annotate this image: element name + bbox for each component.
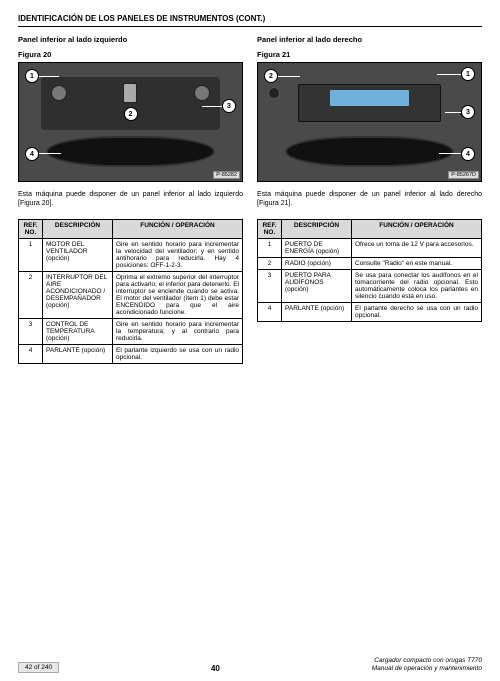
left-panel-title: Panel inferior al lado izquierdo [18, 35, 243, 44]
cell-description: PUERTO PARA AUDÍFONOS (opción) [282, 269, 352, 302]
table-row: 3CONTROL DE TEMPERATURA (opción)Gire en … [19, 318, 243, 344]
callout-1: 1 [25, 69, 39, 83]
figure-21-image: 1 2 3 4 P-85267D [257, 62, 482, 182]
table-header-row: REF. NO. DESCRIPCIÓN FUNCIÓN / OPERACIÓN [19, 219, 243, 238]
cell-ref-no: 3 [19, 318, 43, 344]
leader-line [39, 76, 59, 77]
temp-knob-icon [194, 85, 210, 101]
cell-ref-no: 1 [19, 238, 43, 271]
figure-20-caption: Esta máquina puede disponer de un panel … [18, 190, 243, 209]
footer-doc-line1: Cargador compacto con orugas T770 [372, 657, 482, 665]
right-panel-title: Panel inferior al lado derecho [257, 35, 482, 44]
cell-ref-no: 4 [258, 302, 282, 321]
figure-21-caption: Esta máquina puede disponer de un panel … [257, 190, 482, 209]
cell-function: Gire en sentido horario para incrementar… [113, 318, 243, 344]
cell-ref-no: 2 [19, 271, 43, 318]
ac-switch-icon [123, 83, 137, 103]
speaker-icon [285, 136, 455, 167]
leader-line [202, 106, 222, 107]
leader-line [445, 112, 461, 113]
table-row: 1MOTOR DEL VENTILADOR (opción)Gire en se… [19, 238, 243, 271]
th-description: DESCRIPCIÓN [43, 219, 113, 238]
right-column: Panel inferior al lado derecho Figura 21… [257, 35, 482, 364]
table-row: 2RADIO (opción)Consulte "Radio" en este … [258, 257, 482, 269]
table-row: 2INTERRUPTOR DEL AIRE ACONDICIONADO / DE… [19, 271, 243, 318]
cell-function: Se usa para conectar los audífonos en el… [352, 269, 482, 302]
cell-description: INTERRUPTOR DEL AIRE ACONDICIONADO / DES… [43, 271, 113, 318]
speaker-icon [46, 136, 216, 167]
th-ref-no: REF. NO. [19, 219, 43, 238]
callout-4: 4 [461, 147, 475, 161]
cell-description: PARLANTE (opción) [282, 302, 352, 321]
cell-function: El parlante izquierdo se usa con un radi… [113, 344, 243, 363]
cell-function: El parlante derecho se usa con un radio … [352, 302, 482, 321]
table-row: 3PUERTO PARA AUDÍFONOS (opción)Se usa pa… [258, 269, 482, 302]
th-function: FUNCIÓN / OPERACIÓN [113, 219, 243, 238]
right-table-body: 1PUERTO DE ENERGÍA (opción)Ofrece un tom… [258, 238, 482, 321]
callout-2: 2 [124, 107, 138, 121]
callout-2: 2 [264, 69, 278, 83]
table-row: 4PARLANTE (opción)El parlante derecho se… [258, 302, 482, 321]
content-columns: Panel inferior al lado izquierdo Figura … [18, 35, 482, 364]
footer-page-of: 42 of 240 [18, 662, 59, 673]
left-reference-table: REF. NO. DESCRIPCIÓN FUNCIÓN / OPERACIÓN… [18, 219, 243, 364]
th-description: DESCRIPCIÓN [282, 219, 352, 238]
leader-line [39, 153, 61, 154]
callout-1: 1 [461, 67, 475, 81]
cell-description: RADIO (opción) [282, 257, 352, 269]
cell-ref-no: 2 [258, 257, 282, 269]
cell-ref-no: 3 [258, 269, 282, 302]
footer-page-number: 40 [211, 664, 220, 673]
cell-function: Ofrece un toma de 12 V para accesorios. [352, 238, 482, 257]
power-port-icon [268, 87, 280, 99]
cell-description: MOTOR DEL VENTILADOR (opción) [43, 238, 113, 271]
table-header-row: REF. NO. DESCRIPCIÓN FUNCIÓN / OPERACIÓN [258, 219, 482, 238]
radio-screen-icon [330, 90, 409, 106]
table-row: 4PARLANTE (opción)El parlante izquierdo … [19, 344, 243, 363]
figure-20-image: 1 2 3 4 P-85282 [18, 62, 243, 182]
page-footer: 42 of 240 40 Cargador compacto con oruga… [18, 657, 482, 673]
left-table-body: 1MOTOR DEL VENTILADOR (opción)Gire en se… [19, 238, 243, 363]
figure-21-label: Figura 21 [257, 50, 482, 59]
th-function: FUNCIÓN / OPERACIÓN [352, 219, 482, 238]
right-reference-table: REF. NO. DESCRIPCIÓN FUNCIÓN / OPERACIÓN… [257, 219, 482, 322]
page-title: IDENTIFICACIÓN DE LOS PANELES DE INSTRUM… [18, 14, 482, 27]
callout-4: 4 [25, 147, 39, 161]
table-row: 1PUERTO DE ENERGÍA (opción)Ofrece un tom… [258, 238, 482, 257]
cell-ref-no: 1 [258, 238, 282, 257]
radio-unit-icon [298, 84, 441, 122]
cell-description: CONTROL DE TEMPERATURA (opción) [43, 318, 113, 344]
fig20-panel-art [41, 77, 219, 130]
footer-doc-title: Cargador compacto con orugas T770 Manual… [372, 657, 482, 673]
leader-line [439, 153, 461, 154]
footer-doc-line2: Manual de operación y mantenimiento [372, 665, 482, 673]
figure-20-tag: P-85282 [213, 171, 240, 179]
left-column: Panel inferior al lado izquierdo Figura … [18, 35, 243, 364]
leader-line [278, 76, 300, 77]
figure-21-tag: P-85267D [448, 171, 479, 179]
leader-line [437, 74, 461, 75]
cell-function: Consulte "Radio" en este manual. [352, 257, 482, 269]
th-ref-no: REF. NO. [258, 219, 282, 238]
fan-knob-icon [51, 85, 67, 101]
figure-20-label: Figura 20 [18, 50, 243, 59]
cell-ref-no: 4 [19, 344, 43, 363]
callout-3: 3 [461, 105, 475, 119]
cell-description: PUERTO DE ENERGÍA (opción) [282, 238, 352, 257]
cell-function: Oprima el extremo superior del interrupt… [113, 271, 243, 318]
callout-3: 3 [222, 99, 236, 113]
cell-function: Gire en sentido horario para incrementar… [113, 238, 243, 271]
cell-description: PARLANTE (opción) [43, 344, 113, 363]
